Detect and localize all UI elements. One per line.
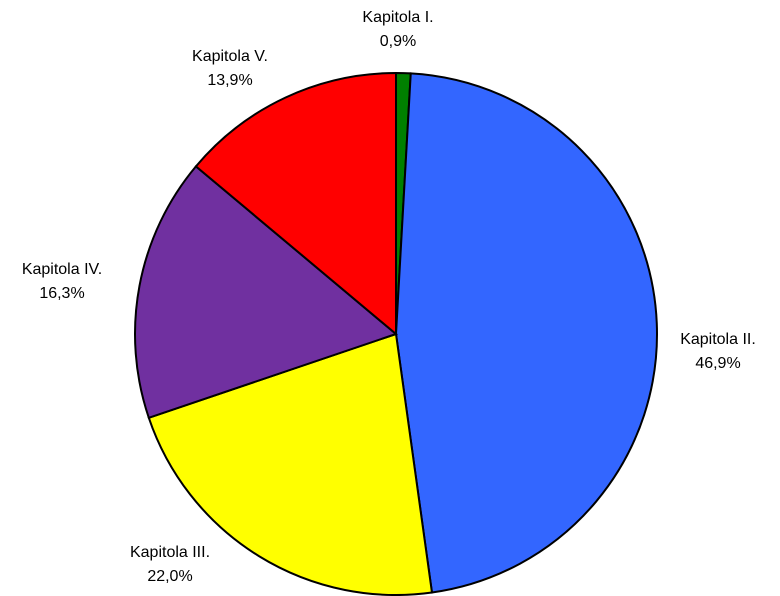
slice-value-label: 0,9%	[380, 33, 416, 50]
slice-label: Kapitola IV.	[22, 261, 102, 278]
slice-value-label: 13,9%	[207, 72, 252, 89]
pie-slice	[134, 164, 399, 420]
slice-value-label: 46,9%	[695, 355, 740, 372]
slice-label: Kapitola II.	[680, 331, 756, 348]
slice-value-label: 16,3%	[39, 285, 84, 302]
pie-slice	[147, 332, 434, 596]
pie-slice	[394, 72, 658, 594]
pie-slice	[194, 71, 397, 337]
slice-label: Kapitola I.	[362, 9, 433, 26]
slice-label: Kapitola V.	[192, 48, 268, 65]
slice-label: Kapitola III.	[130, 544, 210, 561]
slice-value-label: 22,0%	[147, 568, 192, 585]
